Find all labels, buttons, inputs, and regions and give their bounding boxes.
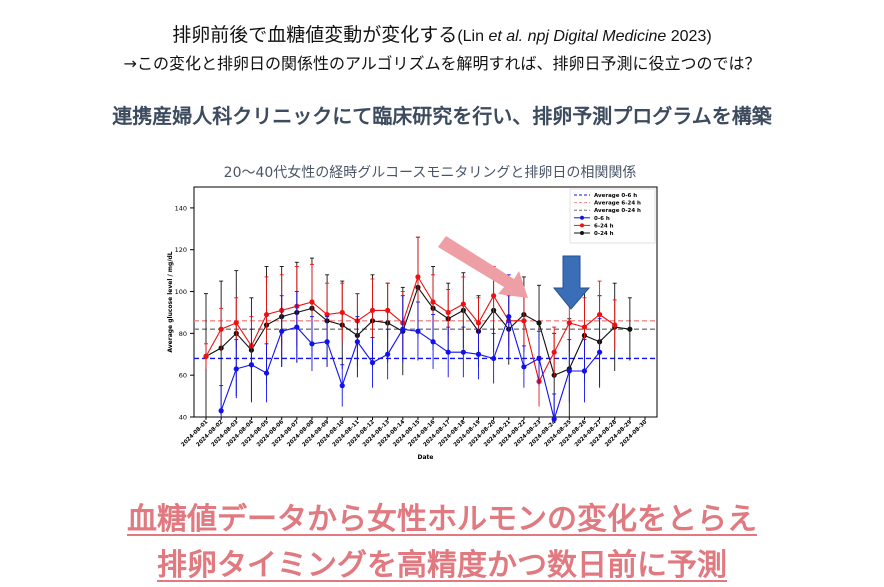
data-point	[596, 349, 603, 355]
y-tick-label: 40	[179, 414, 187, 422]
data-point	[339, 309, 345, 316]
blue-down-arrow	[552, 255, 591, 310]
x-axis-label: Date	[418, 454, 434, 461]
legend-box	[569, 188, 656, 244]
data-point	[475, 351, 482, 357]
pink-arrow	[438, 236, 528, 298]
data-point	[400, 326, 406, 332]
data-point	[475, 320, 482, 326]
citation: (Lin et al. npj Digital Medicine 2023)	[457, 28, 711, 45]
slide-headline: 連携産婦人科クリニックにて臨床研究を行い、排卵予測プログラムを構築	[112, 104, 772, 128]
data-point	[369, 307, 376, 313]
data-point	[521, 364, 527, 370]
data-point	[218, 408, 224, 414]
data-point	[203, 353, 209, 359]
reference-lines	[194, 320, 657, 360]
legend-marker	[580, 223, 584, 228]
conclusion-line-2: 排卵タイミングを高精度かつ数日前に予測	[157, 548, 727, 583]
series-line	[205, 275, 616, 384]
series-group	[203, 236, 633, 422]
title-text: 排卵前後で血糖値変動が変化する	[172, 24, 458, 46]
data-point	[279, 328, 285, 334]
legend-marker	[580, 231, 584, 235]
legend-label: Average 0-24 h	[594, 208, 641, 214]
data-point	[445, 309, 451, 316]
y-tick-label: 80	[179, 330, 187, 338]
data-point	[430, 299, 436, 305]
data-point	[415, 328, 421, 334]
legend-label: 0-24 h	[594, 231, 614, 237]
data-point	[536, 355, 542, 362]
data-point	[430, 339, 436, 345]
data-point	[581, 368, 588, 374]
citation-open: (Lin	[457, 28, 489, 45]
data-point	[491, 293, 497, 299]
data-point	[491, 355, 497, 362]
data-point	[369, 360, 376, 366]
data-point	[551, 349, 557, 355]
data-point	[309, 299, 315, 305]
data-point	[354, 339, 360, 345]
data-point	[581, 324, 588, 330]
data-point	[385, 351, 391, 357]
legend-label: Average 0-6 h	[594, 193, 637, 199]
data-point	[460, 301, 466, 307]
annotation-arrows	[438, 236, 591, 310]
slide-title: 排卵前後で血糖値変動が変化する(Lin et al. npj Digital M…	[0, 20, 884, 47]
data-point	[309, 341, 315, 347]
data-point	[385, 307, 391, 313]
data-point	[415, 274, 421, 280]
data-point	[445, 349, 451, 355]
data-point	[521, 318, 527, 324]
chart-title: 20〜40代女性の経時グルコースモニタリングと排卵日の相関関係	[223, 165, 637, 181]
legend-label: 0-6 h	[594, 216, 610, 222]
y-tick-label: 120	[175, 246, 187, 254]
data-point	[506, 314, 512, 320]
citation-close: 2023)	[666, 28, 712, 45]
series-0-6h	[218, 274, 603, 422]
data-point	[566, 320, 572, 326]
series-line	[220, 314, 601, 422]
y-axis-label: Average glucose level / mg/dL	[167, 251, 174, 352]
legend-label: Average 6-24 h	[594, 201, 641, 207]
legend-marker	[580, 215, 584, 220]
data-point	[566, 368, 572, 374]
data-point	[339, 383, 345, 389]
data-point	[233, 320, 239, 326]
data-point	[218, 326, 224, 332]
data-point	[294, 324, 300, 330]
plot-frame	[193, 186, 658, 418]
data-point	[233, 366, 239, 372]
series-6-24h	[203, 236, 618, 407]
conclusion-line-1: 血糖値データから女性ホルモンの変化をとらえ	[127, 502, 757, 537]
y-tick-label: 140	[175, 204, 187, 212]
data-point	[596, 311, 603, 318]
y-tick-label: 100	[175, 288, 187, 296]
data-point	[248, 362, 255, 368]
data-point	[627, 326, 633, 332]
data-point	[551, 416, 557, 422]
slide-subtitle: →この変化と排卵日の関係性のアルゴリズムを解明すれば、排卵日予測に役立つのでは？	[123, 54, 761, 73]
data-point	[263, 370, 270, 376]
citation-journal: et al. npj Digital Medicine	[488, 28, 667, 45]
data-point	[536, 320, 542, 326]
y-tick-label: 60	[179, 372, 187, 380]
data-point	[324, 339, 330, 345]
legend-label: 6-24 h	[594, 223, 614, 229]
data-point	[324, 311, 330, 318]
data-point	[612, 322, 618, 328]
data-point	[263, 311, 270, 318]
data-point	[460, 349, 466, 355]
